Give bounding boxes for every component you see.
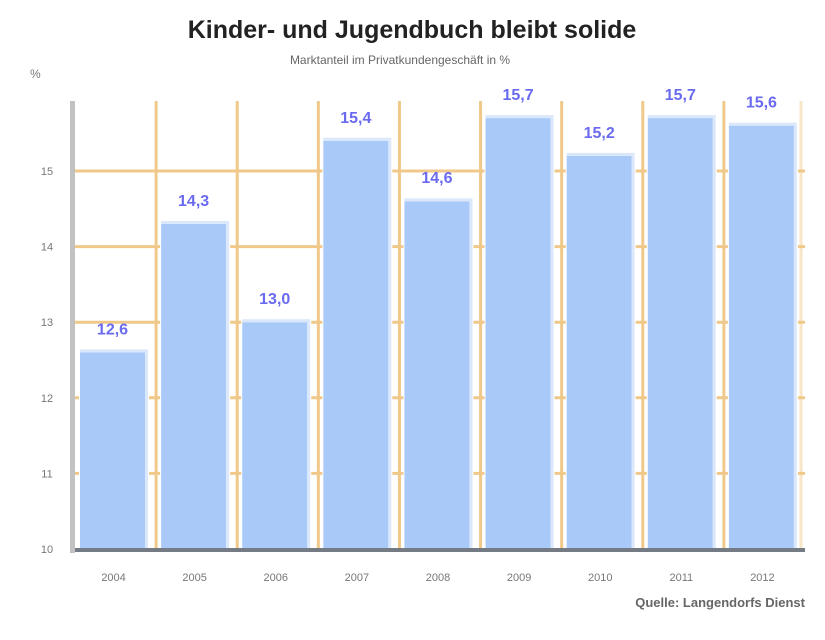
x-tick-label: 2006: [264, 572, 288, 584]
data-label: 15,7: [502, 87, 533, 104]
x-tick-label: 2011: [670, 572, 694, 584]
bar: [242, 322, 308, 549]
bar-top-highlight: [242, 319, 311, 323]
bar-top-highlight: [647, 115, 716, 119]
x-tick-label: 2010: [588, 572, 612, 584]
bar-side-highlight: [469, 201, 473, 550]
bar-top-highlight: [404, 198, 473, 202]
y-tick-label: 11: [41, 468, 52, 480]
y-tick-label: 12: [41, 393, 53, 405]
x-tick-label: 2008: [426, 572, 450, 584]
data-label: 12,6: [97, 321, 128, 338]
bar-side-highlight: [307, 322, 311, 549]
bar-side-highlight: [550, 118, 554, 549]
y-tick-label: 13: [41, 317, 53, 329]
bar-side-highlight: [226, 223, 230, 550]
bar: [404, 201, 470, 550]
y-tick-label: 15: [41, 166, 53, 178]
axes: [70, 101, 805, 553]
data-label: 13,0: [259, 291, 290, 308]
data-label: 15,6: [746, 95, 777, 112]
x-tick-labels: 2004 2005 2006 2007 2008 2009 2010 2011 2012: [101, 572, 774, 584]
bar-side-highlight: [145, 352, 148, 549]
x-tick-label: 2009: [507, 572, 531, 584]
chart-subtitle: Marktanteil im Privatkundengeschäft in %: [290, 53, 510, 67]
bars: [79, 114, 798, 550]
bar-top-highlight: [80, 349, 148, 353]
data-label: 14,6: [421, 170, 452, 187]
data-label: 15,4: [340, 110, 371, 127]
bar-side-highlight: [793, 125, 797, 549]
data-label: 15,2: [584, 125, 615, 142]
bar: [161, 223, 227, 550]
bar-top-highlight: [485, 115, 554, 119]
bar: [728, 125, 794, 549]
bar-top-highlight: [728, 122, 797, 126]
x-tick-label: 2004: [101, 572, 125, 584]
bar: [485, 118, 551, 549]
y-axis-line: [70, 101, 75, 553]
bar-side-highlight: [388, 140, 392, 549]
bar-side-highlight: [712, 118, 716, 549]
x-axis-line: [75, 548, 805, 552]
bar-top-highlight: [161, 220, 230, 224]
data-label: 14,3: [178, 193, 209, 210]
x-tick-label: 2005: [182, 572, 206, 584]
bar: [80, 352, 145, 549]
y-axis-label: %: [30, 67, 41, 81]
y-tick-label: 10: [41, 544, 53, 556]
chart-title: Kinder- und Jugendbuch bleibt solide: [188, 16, 637, 44]
y-tick-label: 14: [41, 242, 53, 254]
source-note: Quelle: Langendorfs Dienst: [635, 595, 805, 610]
bar-top-highlight: [566, 152, 635, 156]
bar-side-highlight: [631, 155, 635, 549]
data-labels: 12,6 14,3 13,0 15,4 14,6 15,7 15,2 15,7 15,6: [97, 87, 777, 338]
x-tick-label: 2012: [750, 572, 774, 584]
data-label: 15,7: [665, 87, 696, 104]
bar-top-highlight: [323, 137, 392, 141]
bar: [566, 155, 632, 549]
bar: [323, 140, 389, 549]
bar: [647, 118, 713, 549]
y-tick-labels: 10 11 12 13 14 15: [41, 166, 53, 556]
x-tick-label: 2007: [345, 572, 369, 584]
grid-lines: [75, 101, 805, 549]
